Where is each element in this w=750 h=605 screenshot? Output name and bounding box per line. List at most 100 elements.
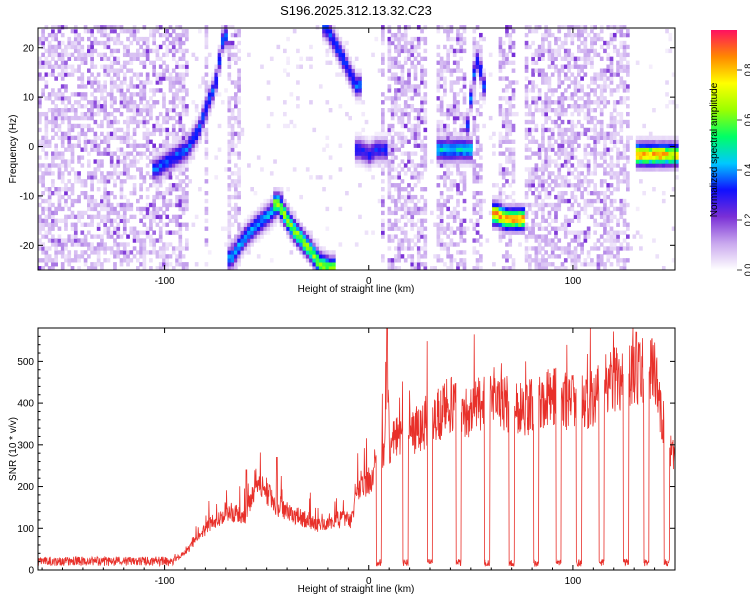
heatmap-cell: [41, 207, 45, 211]
heatmap-cell: [257, 227, 261, 231]
heatmap-cell: [227, 203, 231, 207]
heatmap-cell: [113, 116, 117, 120]
heatmap-cell: [668, 163, 672, 167]
heatmap-cell: [655, 155, 659, 159]
heatmap-cell: [401, 49, 405, 53]
heatmap-cell: [463, 136, 467, 140]
heatmap-cell: [126, 100, 130, 104]
heatmap-cell: [221, 29, 225, 33]
heatmap-cell: [531, 151, 535, 155]
heatmap-cell: [410, 215, 414, 219]
heatmap-cell: [74, 69, 78, 73]
heatmap-cell: [280, 191, 284, 195]
heatmap-cell: [544, 72, 548, 76]
heatmap-cell: [293, 227, 297, 231]
heatmap-cell: [237, 155, 241, 159]
heatmap-cell: [407, 128, 411, 132]
heatmap-cell: [593, 37, 597, 41]
heatmap-cell: [463, 238, 467, 242]
heatmap-cell: [463, 25, 467, 29]
heatmap-cell: [417, 163, 421, 167]
heatmap-cell: [472, 207, 476, 211]
heatmap-cell: [626, 96, 630, 100]
heatmap-cell: [100, 84, 104, 88]
heatmap-cell: [159, 262, 163, 266]
heatmap-cell: [178, 84, 182, 88]
heatmap-cell: [610, 171, 614, 175]
heatmap-cell: [178, 100, 182, 104]
heatmap-cell: [270, 112, 274, 116]
heatmap-cell: [90, 246, 94, 250]
heatmap-cell: [642, 148, 646, 152]
heatmap-cell: [459, 227, 463, 231]
heatmap-cell: [355, 151, 359, 155]
heatmap-cell: [388, 84, 392, 88]
heatmap-cell: [172, 144, 176, 148]
heatmap-cell: [613, 207, 617, 211]
heatmap-cell: [97, 29, 101, 33]
heatmap-cell: [600, 223, 604, 227]
heatmap-cell: [469, 108, 473, 112]
heatmap-cell: [201, 104, 205, 108]
heatmap-cell: [152, 238, 156, 242]
heatmap-cell: [87, 128, 91, 132]
heatmap-cell: [548, 242, 552, 246]
heatmap-cell: [103, 41, 107, 45]
heatmap-cell: [616, 171, 620, 175]
heatmap-cell: [391, 104, 395, 108]
heatmap-cell: [388, 69, 392, 73]
heatmap-cell: [169, 76, 173, 80]
heatmap-cell: [456, 136, 460, 140]
heatmap-cell: [136, 37, 140, 41]
heatmap-cell: [551, 219, 555, 223]
heatmap-cell: [97, 159, 101, 163]
heatmap-cell: [51, 25, 55, 29]
heatmap-cell: [162, 262, 166, 266]
heatmap-cell: [603, 76, 607, 80]
heatmap-cell: [397, 92, 401, 96]
heatmap-cell: [136, 108, 140, 112]
heatmap-cell: [570, 132, 574, 136]
heatmap-cell: [423, 211, 427, 215]
heatmap-cell: [577, 234, 581, 238]
heatmap-cell: [165, 242, 169, 246]
heatmap-cell: [234, 29, 238, 33]
heatmap-cell: [463, 179, 467, 183]
heatmap-cell: [544, 120, 548, 124]
x-tick-label: 100: [565, 276, 582, 287]
heatmap-cell: [159, 227, 163, 231]
heatmap-cell: [368, 140, 372, 144]
heatmap-cell: [136, 84, 140, 88]
heatmap-cell: [561, 120, 565, 124]
heatmap-cell: [107, 132, 111, 136]
heatmap-cell: [169, 25, 173, 29]
heatmap-cell: [394, 246, 398, 250]
heatmap-cell: [237, 140, 241, 144]
heatmap-cell: [417, 116, 421, 120]
heatmap-cell: [45, 246, 49, 250]
heatmap-cell: [156, 187, 160, 191]
heatmap-cell: [626, 140, 630, 144]
heatmap-cell: [293, 215, 297, 219]
heatmap-cell: [466, 148, 470, 152]
heatmap-cell: [381, 128, 385, 132]
heatmap-cell: [192, 132, 196, 136]
heatmap-cell: [103, 203, 107, 207]
heatmap-cell: [535, 171, 539, 175]
heatmap-cell: [437, 163, 441, 167]
heatmap-cell: [450, 72, 454, 76]
heatmap-cell: [606, 163, 610, 167]
heatmap-cell: [570, 120, 574, 124]
heatmap-cell: [136, 234, 140, 238]
heatmap-cell: [165, 136, 169, 140]
heatmap-cell: [505, 159, 509, 163]
heatmap-cell: [182, 163, 186, 167]
heatmap-cell: [237, 179, 241, 183]
heatmap-cell: [502, 120, 506, 124]
heatmap-cell: [577, 69, 581, 73]
heatmap-cell: [541, 254, 545, 258]
heatmap-cell: [564, 128, 568, 132]
heatmap-cell: [205, 151, 209, 155]
heatmap-cell: [136, 159, 140, 163]
heatmap-cell: [584, 45, 588, 49]
